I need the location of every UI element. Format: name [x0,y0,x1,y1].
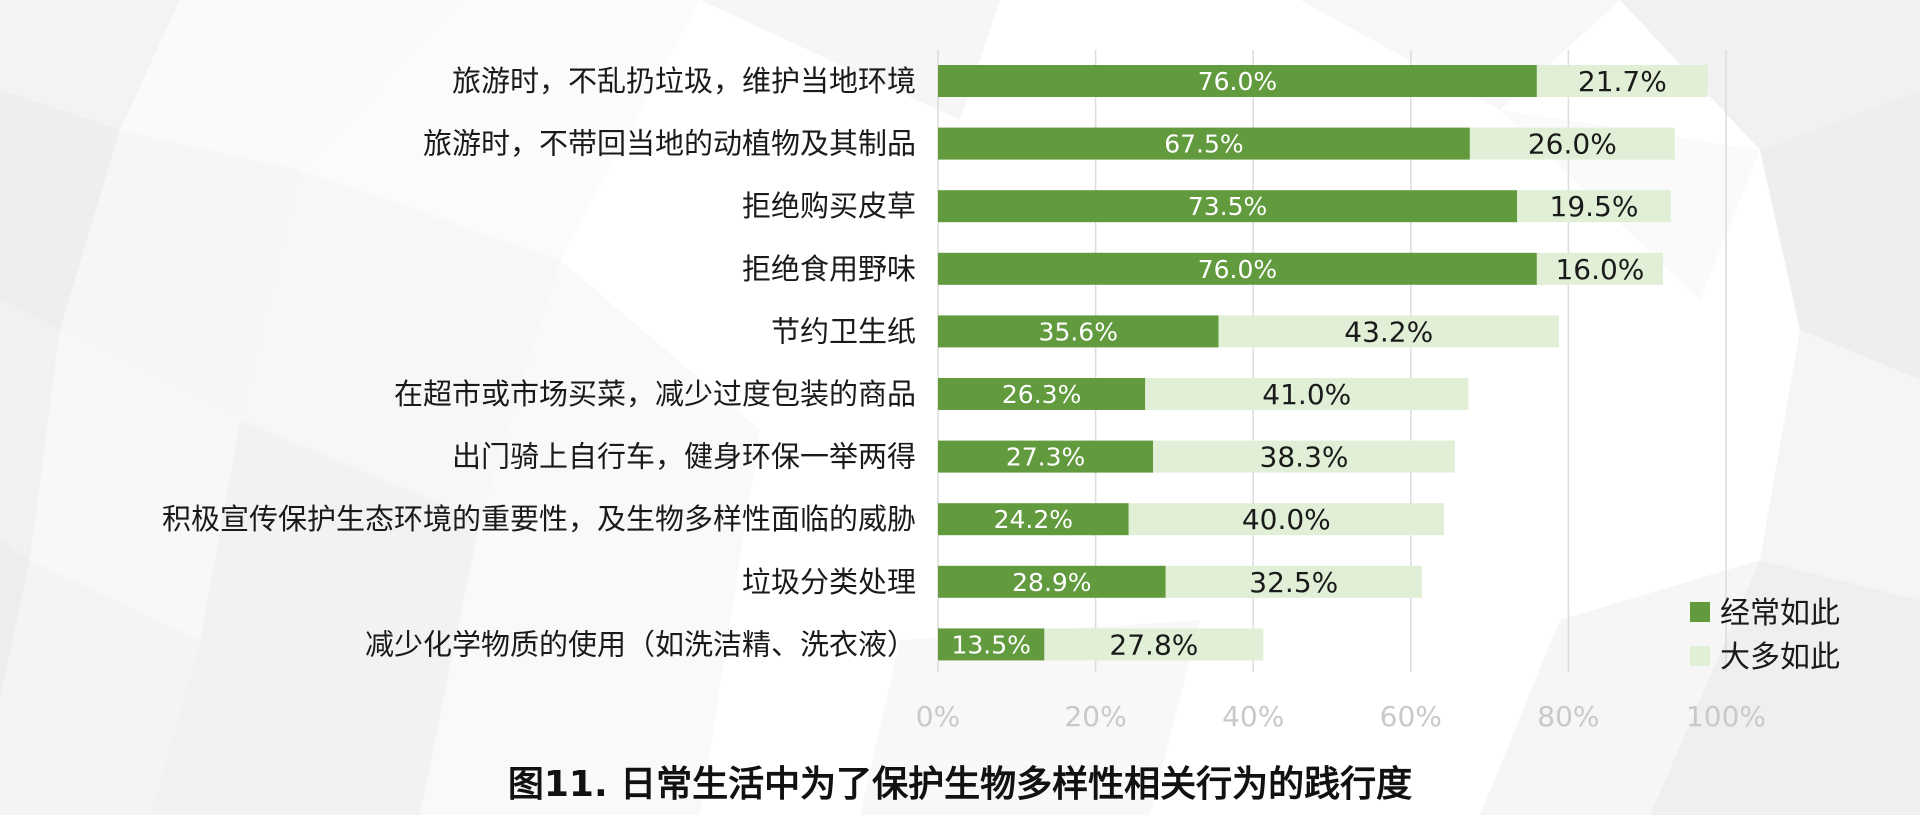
bar-mostly-label: 43.2% [1344,315,1433,348]
category-label: 积极宣传保护生态环境的重要性，及生物多样性面临的威胁 [162,502,916,536]
bar-mostly-label: 26.0% [1528,128,1617,161]
bar-always [938,378,1146,410]
category-labels: 旅游时，不乱扔垃圾，维护当地环境旅游时，不带回当地的动植物及其制品拒绝购买皮草拒… [162,64,916,661]
bar-mostly [1517,190,1671,223]
bar-always-label: 27.3% [1006,443,1085,472]
category-label: 出门骑上自行车，健身环保一举两得 [452,440,916,474]
bar-always-label: 26.3% [1002,380,1081,409]
chart-title: 图11. 日常生活中为了保护生物多样性相关行为的践行度 [507,764,1413,805]
legend-label-always: 经常如此 [1720,596,1840,631]
bar-mostly [1153,440,1455,473]
bar-always-label: 24.2% [994,505,1073,534]
bar-mostly-label: 27.8% [1109,628,1198,661]
category-label: 旅游时，不带回当地的动植物及其制品 [423,127,916,161]
bar-always [938,190,1518,223]
category-label: 减少化学物质的使用（如洗洁精、洗衣液） [365,627,916,661]
bar-always-label: 35.6% [1039,317,1118,346]
bar-always-label: 73.5% [1188,192,1267,221]
bar-always-label: 76.0% [1198,67,1277,96]
category-label: 旅游时，不乱扔垃圾，维护当地环境 [452,64,916,98]
bar-always-label: 28.9% [1012,568,1091,597]
legend-swatch-always [1690,602,1710,622]
bar-always-label: 76.0% [1198,255,1277,284]
bar-always [938,252,1537,285]
legend-label-mostly: 大多如此 [1720,640,1840,675]
bar-always-label: 67.5% [1164,130,1243,159]
x-tick-label: 20% [1064,700,1126,733]
category-label: 节约卫生纸 [771,314,916,348]
bar-mostly [1536,252,1663,285]
category-label: 拒绝购买皮草 [742,189,916,223]
bar-mostly [1165,565,1422,598]
bar-mostly-label: 38.3% [1260,441,1349,474]
category-label: 拒绝食用野味 [742,252,916,286]
bar-mostly [1469,127,1675,160]
bar-mostly [1128,503,1444,536]
bar-mostly [1218,315,1559,348]
legend-swatch-mostly [1690,646,1710,666]
bar-always [938,65,1537,97]
x-tick-label: 40% [1222,700,1284,733]
x-tick-label: 100% [1686,700,1766,733]
category-label: 在超市或市场买菜，减少过度包装的商品 [394,377,916,411]
bar-mostly-label: 16.0% [1555,253,1644,286]
x-axis-ticks: 0% 20% 40% 60% 80% 100% [916,700,1766,733]
bar-always [938,628,1045,661]
bar-mostly [1145,378,1469,410]
bar-always [938,565,1166,598]
bar-always [938,315,1219,348]
bar-always [938,503,1129,536]
bar-mostly-label: 40.0% [1242,503,1331,536]
bar-mostly [1044,628,1264,661]
bar-mostly-label: 19.5% [1550,190,1639,223]
bars: 76.0% 21.7% 67.5% 26.0% 73.5% 19.5% 76.0% 16.0%… [938,65,1708,661]
bar-mostly [1536,65,1708,97]
x-tick-label: 80% [1537,700,1599,733]
bar-always-label: 13.5% [951,630,1030,659]
bar-always [938,440,1154,473]
x-tick-label: 0% [916,700,960,733]
bar-mostly-label: 21.7% [1578,65,1667,98]
x-tick-label: 60% [1380,700,1442,733]
bar-always [938,127,1470,160]
bar-mostly-label: 32.5% [1249,566,1338,599]
bar-mostly-label: 41.0% [1262,378,1351,411]
category-label: 垃圾分类处理 [742,565,916,599]
